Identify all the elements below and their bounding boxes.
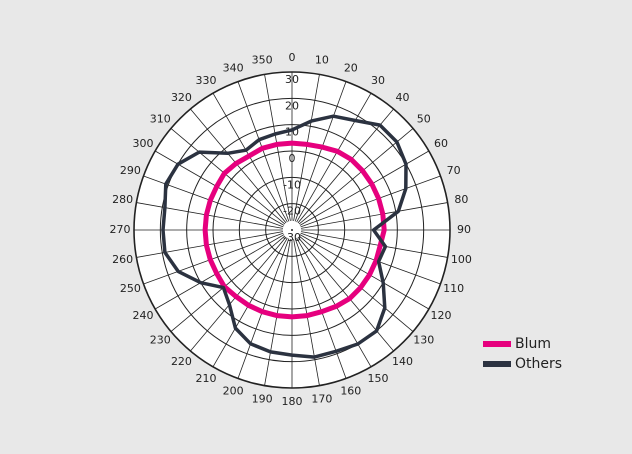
grid-spoke (298, 235, 414, 332)
grid-spoke (136, 202, 283, 229)
grid-spoke (301, 231, 448, 258)
r-tick-label: 30 (285, 73, 299, 86)
series-line (202, 140, 387, 320)
grid-ring (291, 229, 293, 231)
angle-label: 330 (196, 74, 217, 87)
grid-spoke (294, 81, 347, 222)
grid-spoke (170, 235, 286, 332)
angle-label: 150 (368, 372, 389, 385)
angle-label: 290 (120, 164, 141, 177)
grid-spoke (293, 239, 320, 386)
angle-label: 220 (171, 355, 192, 368)
grid-spoke (294, 238, 347, 379)
grid-spoke (298, 128, 414, 225)
grid-spoke (212, 237, 288, 368)
angle-label: 50 (417, 112, 431, 125)
angle-label: 180 (282, 395, 303, 408)
grid-spoke (296, 92, 372, 223)
angle-label: 30 (371, 74, 385, 87)
angle-label: 230 (150, 334, 171, 347)
angle-label: 350 (252, 54, 273, 67)
angle-label: 120 (430, 309, 451, 322)
grid-spoke (154, 234, 285, 310)
angle-label: 100 (451, 253, 472, 266)
angle-label: 40 (396, 91, 410, 104)
angle-label: 210 (196, 372, 217, 385)
grid-spoke (293, 74, 320, 221)
angle-label: 310 (150, 112, 171, 125)
angle-label: 340 (223, 61, 244, 74)
grid-spoke (301, 202, 448, 229)
angle-label: 90 (457, 223, 471, 236)
angle-label: 10 (315, 54, 329, 67)
r-tick-label: -30 (283, 231, 301, 244)
angle-label: 110 (443, 282, 464, 295)
r-tick-label: 20 (285, 99, 299, 112)
grid-spoke (300, 232, 441, 285)
grid-spoke (297, 108, 394, 224)
angle-label: 280 (112, 193, 133, 206)
grid-spoke (136, 231, 283, 258)
angle-label: 160 (340, 385, 361, 398)
grid-spoke (237, 81, 290, 222)
legend-label: Blum (515, 336, 551, 352)
legend-swatch (483, 361, 511, 367)
angle-label: 130 (413, 334, 434, 347)
grid-spoke (264, 239, 291, 386)
grid-spoke (237, 238, 290, 379)
grid-spoke (170, 128, 286, 225)
angle-label: 250 (120, 282, 141, 295)
angle-label: 140 (392, 355, 413, 368)
grid-spoke (190, 108, 287, 224)
grid-spoke (300, 175, 441, 228)
angle-label: 300 (133, 137, 154, 150)
angle-label: 260 (112, 253, 133, 266)
legend-swatch (483, 341, 511, 347)
angle-label: 20 (344, 61, 358, 74)
grid-spoke (299, 234, 430, 310)
legend-label: Others (515, 356, 562, 372)
angle-label: 70 (447, 164, 461, 177)
angle-label: 170 (311, 392, 332, 405)
grid-spoke (190, 236, 287, 352)
angle-label: 60 (434, 137, 448, 150)
r-tick-label: -20 (283, 205, 301, 218)
r-tick-label: 0 (289, 152, 296, 165)
angle-label: 320 (171, 91, 192, 104)
angle-label: 240 (133, 309, 154, 322)
angle-label: 200 (223, 385, 244, 398)
grid-spoke (143, 232, 284, 285)
angle-label: 80 (454, 193, 468, 206)
angle-label: 190 (252, 392, 273, 405)
angle-label: 0 (289, 51, 296, 64)
grid-spoke (264, 74, 291, 221)
angle-label: 270 (110, 223, 131, 236)
series-line (161, 114, 408, 359)
r-tick-label: -10 (283, 178, 301, 191)
